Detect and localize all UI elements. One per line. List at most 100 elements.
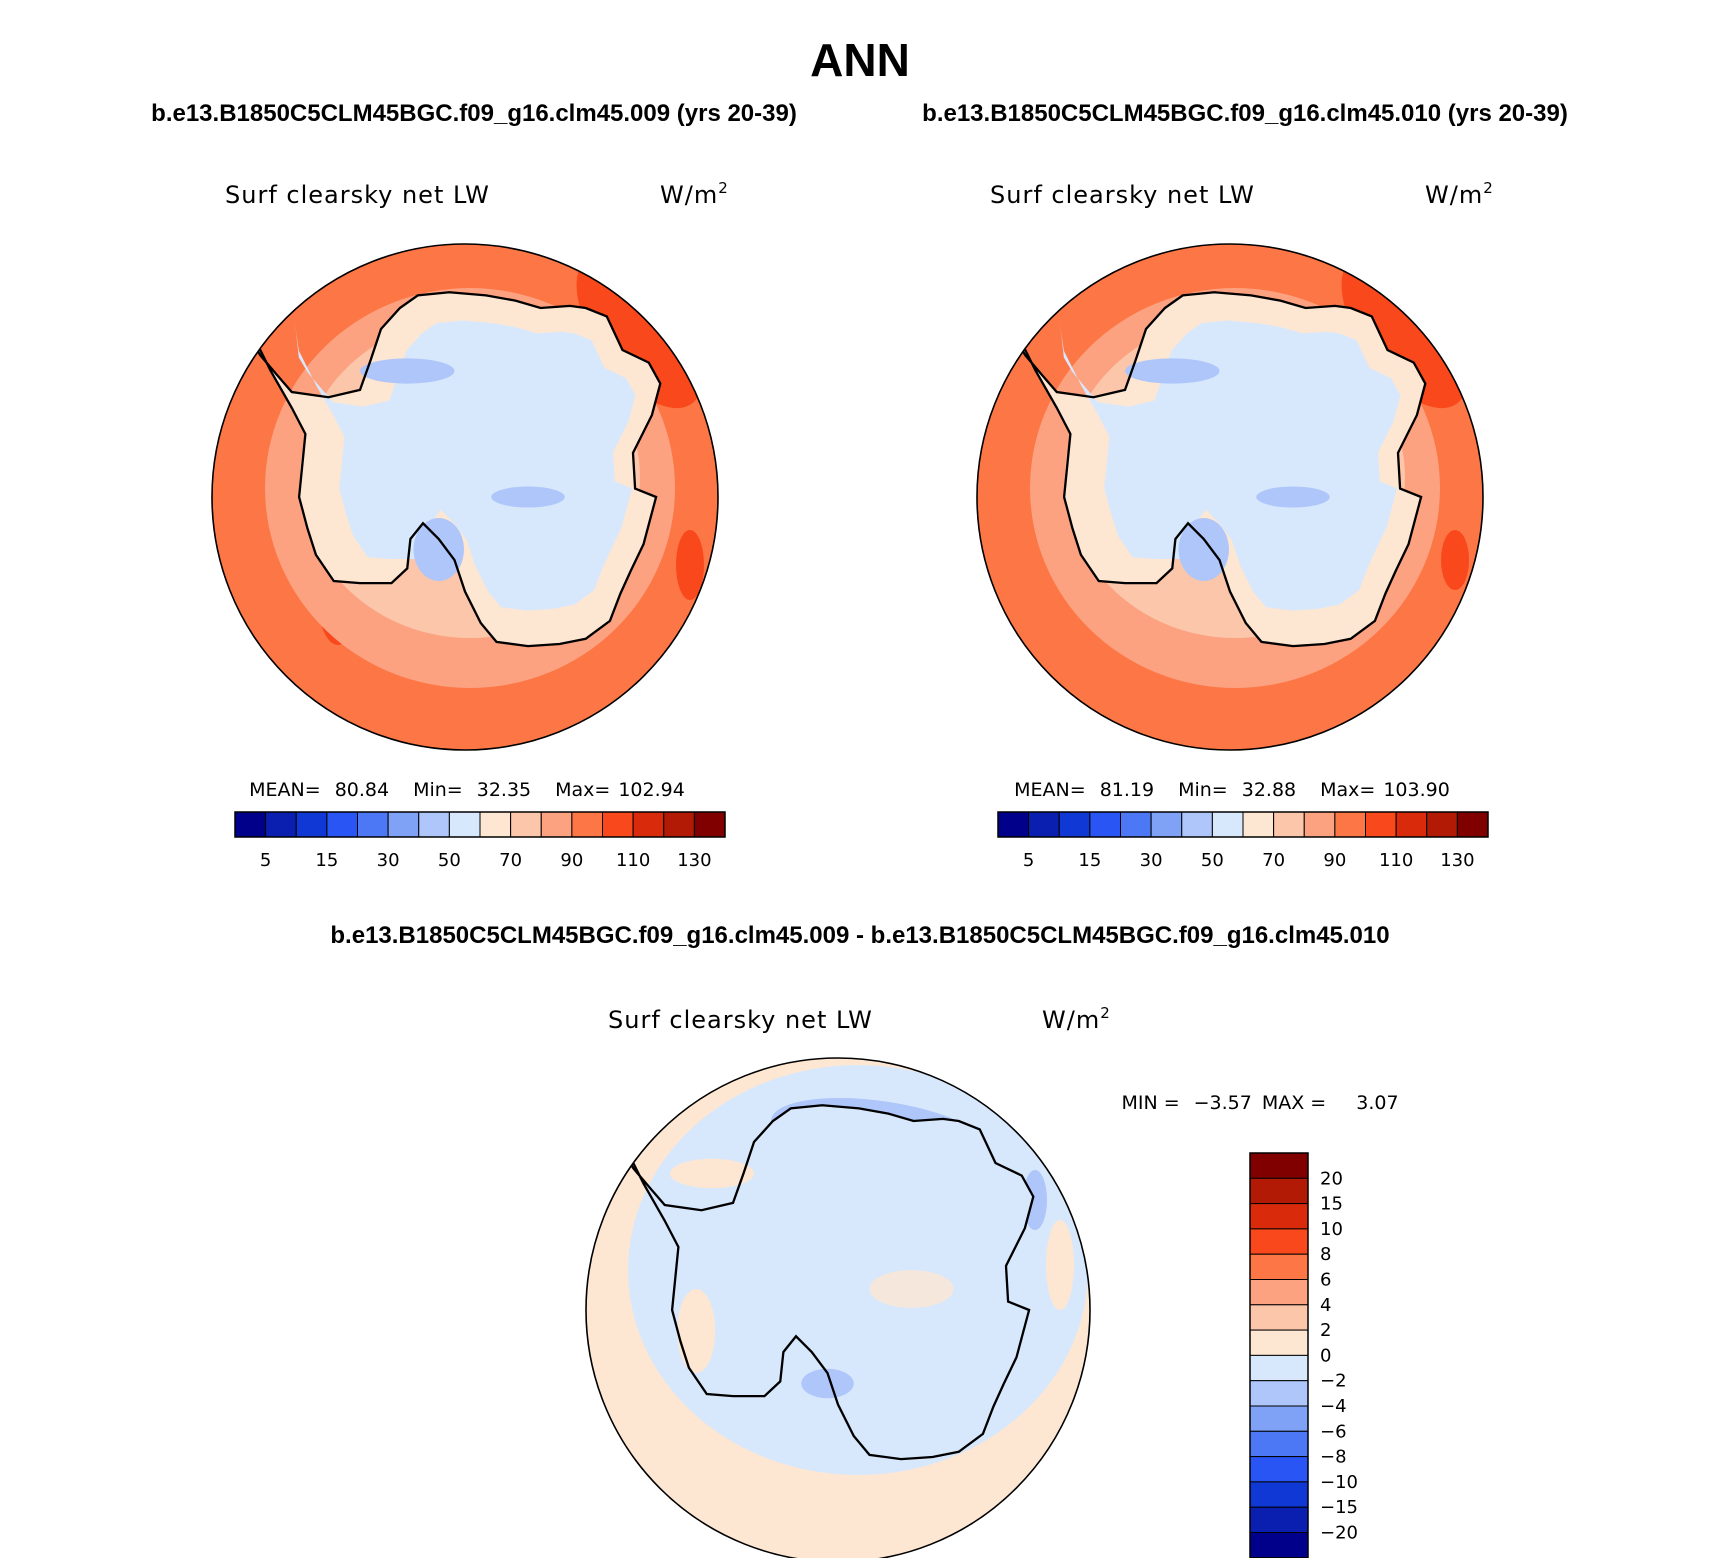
difference-colorbar-tick-label: 0 [1320,1345,1331,1366]
difference-positive-patch-peninsula [677,1289,716,1373]
difference-colorbar-tick-label: −20 [1320,1523,1358,1544]
case1-colorbar-tick-label: 30 [377,850,400,871]
case1-variable-label: Surf clearsky net LW [225,181,490,209]
difference-colorbar-cell [1249,1253,1309,1280]
case1-colorbar-cell [540,811,573,838]
case2-mean-value: 81.19 [1100,779,1154,801]
case2-ice-shelf-patch [1178,518,1229,581]
case2-units-base: W/m [1425,181,1483,209]
case2-colorbar-tick-label: 130 [1440,850,1474,871]
difference-colorbar-cell [1249,1203,1309,1230]
case1-colorbar-tick-label: 90 [560,850,583,871]
case1-min-value: 32.35 [477,779,531,801]
case1-colorbar-tick-label: 5 [260,850,271,871]
case2-min-label: Min= [1178,779,1228,801]
case2-colorbar-cell [1395,811,1428,838]
difference-title: b.e13.B1850C5CLM45BGC.f09_g16.clm45.009 … [330,922,1389,949]
case1-high-patch-southeast [676,530,704,600]
case2-colorbar-cell [1242,811,1275,838]
case1-colorbar-cell [357,811,389,838]
case2-colorbar-cell [1058,811,1091,838]
case1-colorbar-cell [693,811,726,838]
difference-colorbar-cell [1249,1354,1309,1382]
difference-colorbar-cell [1249,1304,1309,1331]
difference-colorbar-tick-label: −10 [1320,1472,1358,1493]
case1-colorbar-tick-label: 70 [499,850,522,871]
difference-min-value: −3.57 [1194,1092,1252,1114]
case1-colorbar-tick-label: 130 [677,850,711,871]
case1-colorbar-frame [234,811,726,838]
difference-colorbar-tick-label: −6 [1320,1421,1347,1442]
difference-colorbar-cell [1249,1456,1309,1483]
case1-colorbar-cell [510,811,542,838]
case1-colorbar-tick-label: 50 [438,850,461,871]
difference-colorbar-tick-label: −2 [1320,1371,1347,1392]
case1-mean-value: 80.84 [335,779,389,801]
case2-colorbar-cell [1334,811,1366,838]
difference-colorbar-tick-label: 2 [1320,1320,1331,1341]
case1-colorbar-cell [265,811,297,838]
case2-colorbar-cell [997,811,1030,838]
case1-colorbar-cell [448,811,481,838]
difference-colorbar-cell [1249,1405,1309,1432]
case2-high-patch-east [1341,251,1469,409]
case1-colorbar-cell [632,811,665,838]
difference-variable-label: Surf clearsky net LW [608,1006,873,1034]
case1-colorbar-cell [602,811,634,838]
case2-variable-label: Surf clearsky net LW [990,181,1255,209]
case1-colorbar: 5 15 30 50 70 90 110 130 [234,811,726,871]
case2-title: b.e13.B1850C5CLM45BGC.f09_g16.clm45.010 … [922,100,1568,127]
case2-colorbar: 5 15 30 50 70 90 110 130 [997,811,1489,871]
case1-units-label: W/m2 [660,179,729,209]
difference-positive-patch-interior [869,1270,954,1308]
case2-colorbar-cell [1303,811,1336,838]
case1-max-label: Max= [555,779,610,801]
case2-colorbar-cell [1089,811,1121,838]
case1-units-sup: 2 [718,179,729,197]
difference-stats: MIN = −3.57 MAX = 3.07 [1121,1092,1398,1114]
difference-negative-patch-ross [801,1368,854,1399]
difference-colorbar-cell [1249,1329,1309,1356]
difference-map-border [585,1057,1091,1558]
case1-units-base: W/m [660,181,718,209]
case2-colorbar-cell [1028,811,1060,838]
case1-colorbar-cell [479,811,512,838]
case2-map-border [976,243,1484,751]
difference-colorbar-cell [1249,1380,1309,1407]
case2-high-patch-southeast [1441,530,1469,590]
case2-colorbar-cell [1181,811,1213,838]
case1-stats: MEAN= 80.84 Min= 32.35 Max= 102.94 [249,779,685,801]
case1-colorbar-tick-label: 110 [616,850,650,871]
difference-map [586,1058,1090,1558]
difference-units-sup: 2 [1100,1004,1111,1022]
case1-colorbar-tick-label: 15 [315,850,338,871]
difference-colorbar-tick-label: 6 [1320,1270,1331,1291]
difference-positive-patch-east [1046,1220,1074,1310]
case2-min-value: 32.88 [1242,779,1296,801]
case2-colorbar-tick-label: 15 [1078,850,1101,871]
case1-high-patch-east [576,251,704,409]
case2-colorbar-cell [1120,811,1152,838]
difference-colorbar-tick-label: 4 [1320,1295,1331,1316]
case2-colorbar-tick-label: 50 [1201,850,1224,871]
difference-max-value: 3.07 [1356,1092,1398,1114]
case2-colorbar-tick-label: 5 [1023,850,1034,871]
difference-units-base: W/m [1042,1006,1100,1034]
case2-colorbar-cell [1365,811,1397,838]
case1-continent-low-patch-east [491,486,565,508]
case2-colorbar-cell [1211,811,1244,838]
case1-colorbar-cell [326,811,358,838]
case2-colorbar-cell [1150,811,1183,838]
figure-title: ANN [810,34,910,86]
case1-min-label: Min= [413,779,463,801]
case1-colorbar-cell [663,811,695,838]
difference-max-label: MAX = [1262,1092,1326,1114]
case2-colorbar-frame [997,811,1489,838]
case1-colorbar-cell [571,811,603,838]
case2-colorbar-tick-label: 70 [1262,850,1285,871]
case2-map [977,244,1483,750]
difference-colorbar-tick-label: 15 [1320,1194,1343,1215]
case1-mean-label: MEAN= [249,779,321,801]
case1-map-border [211,243,719,751]
